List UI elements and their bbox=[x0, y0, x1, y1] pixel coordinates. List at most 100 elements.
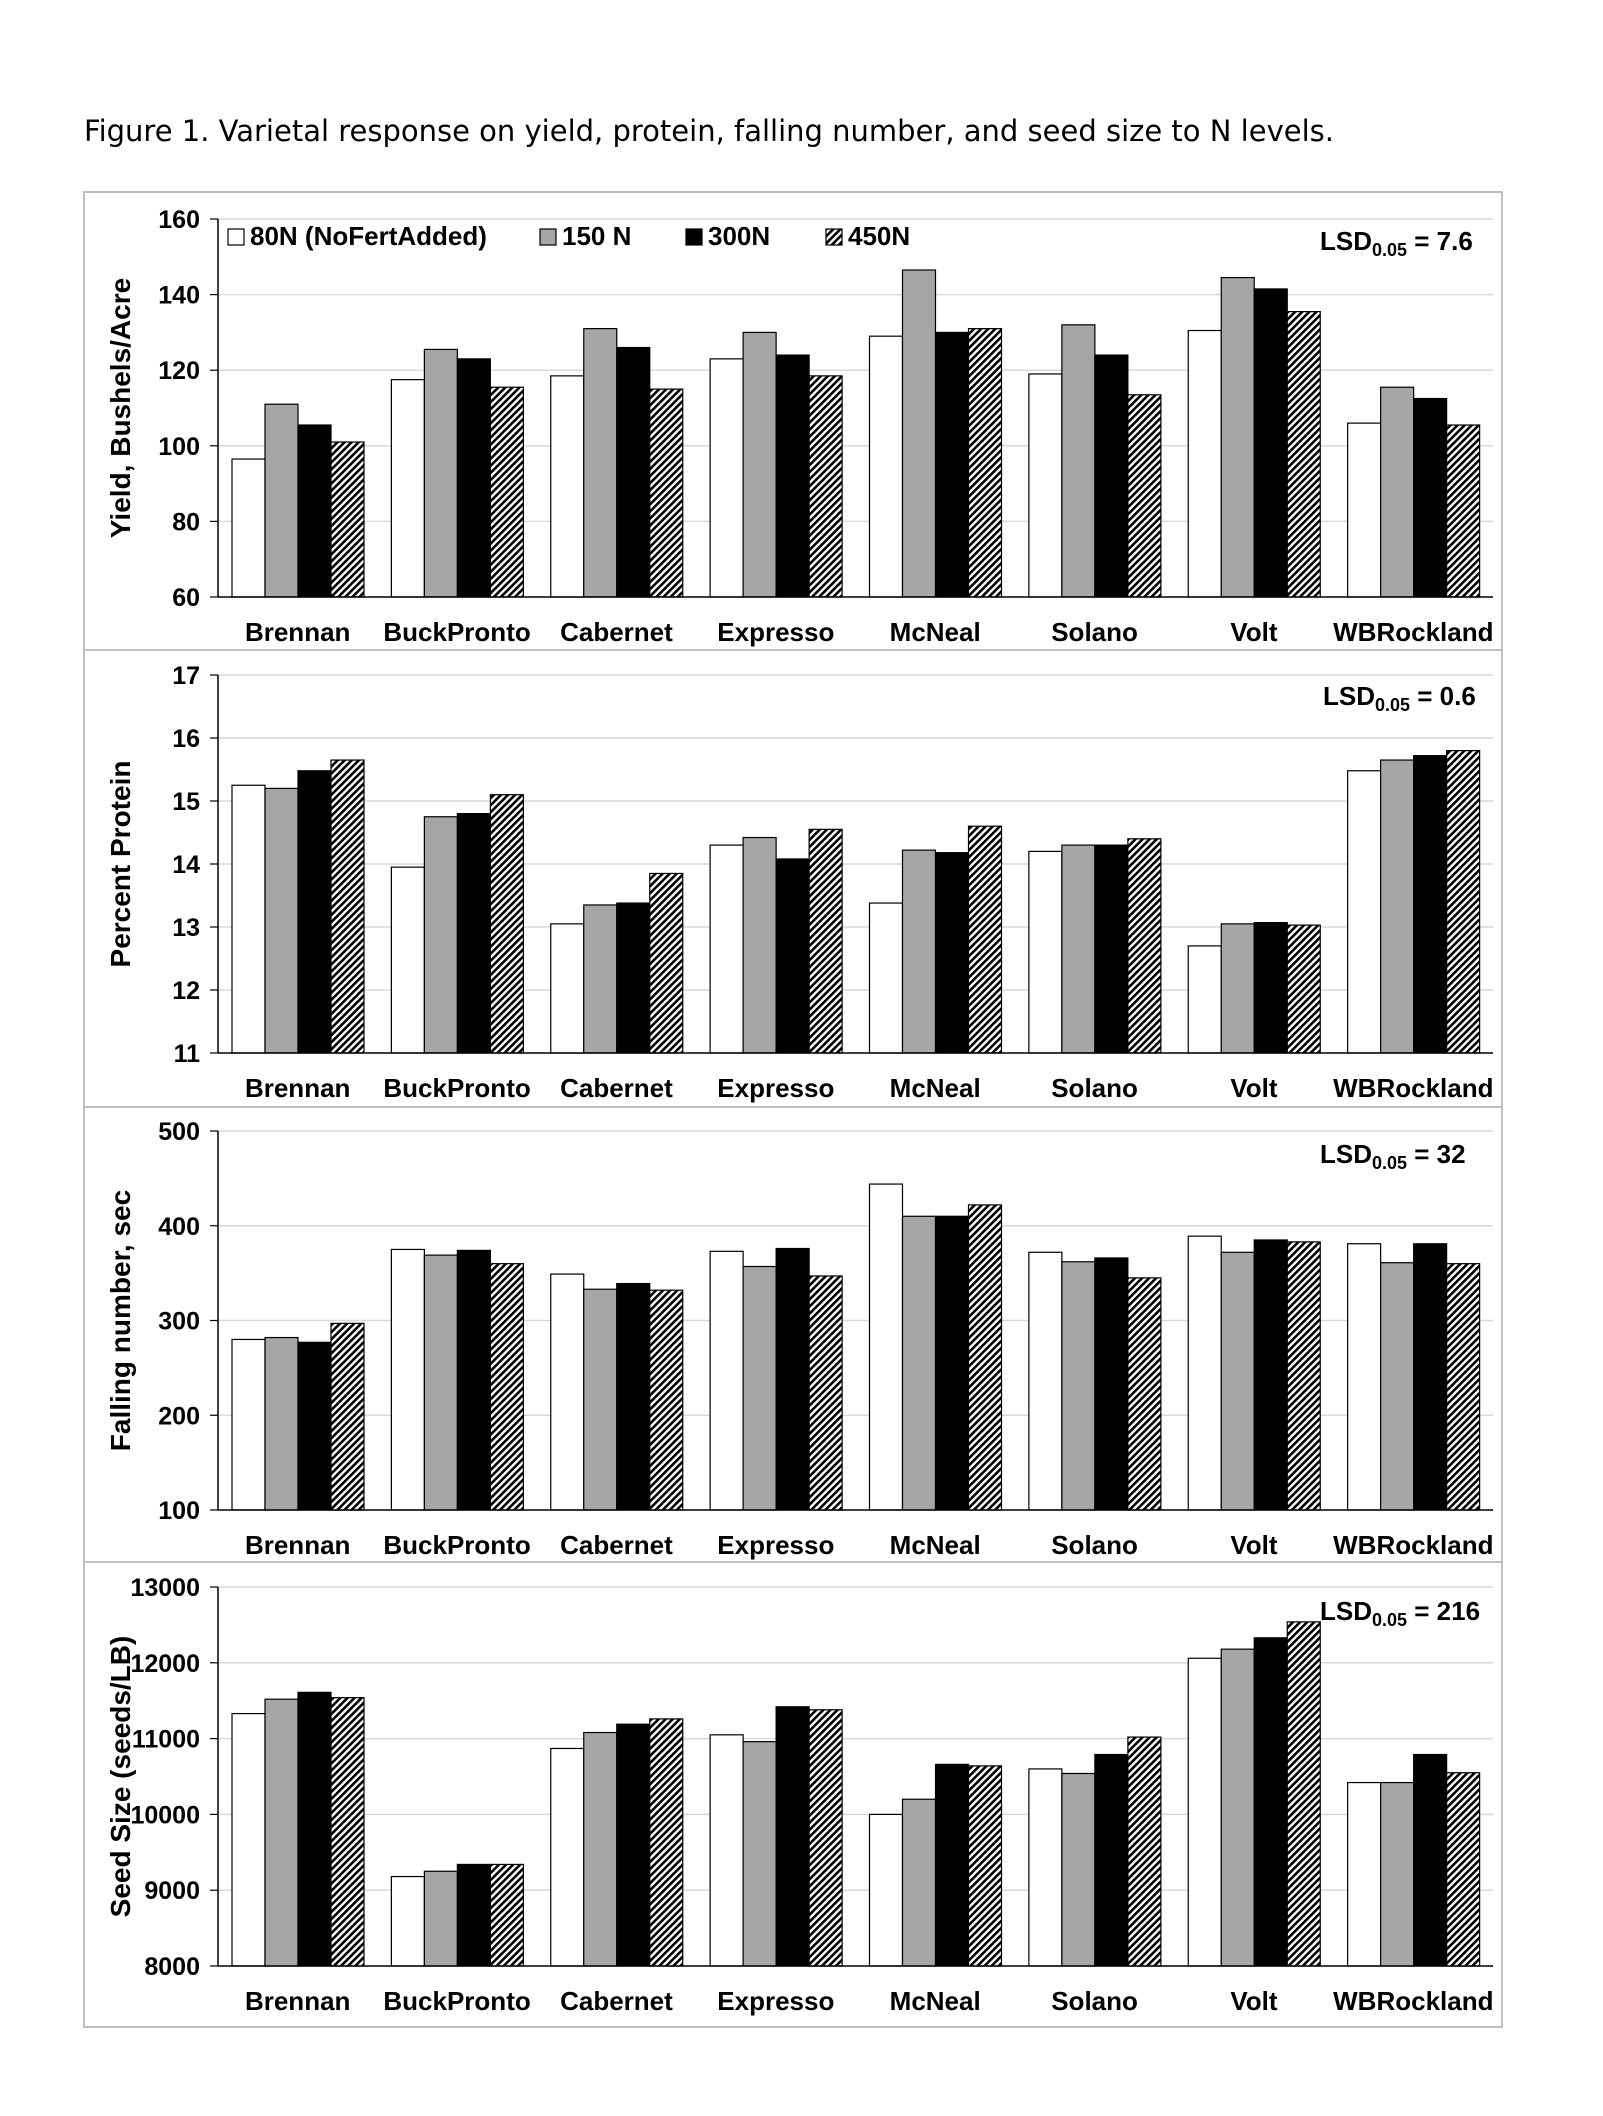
bar-McNeal-1 bbox=[868, 335, 904, 598]
bar-McNeal-4 bbox=[967, 825, 1003, 1054]
x-tick-label: McNeal bbox=[890, 1986, 981, 2016]
y-axis-title: Falling number, sec bbox=[105, 1190, 136, 1451]
y-tick-label: 12000 bbox=[130, 1650, 200, 1678]
bar-WBRockland-4 bbox=[1446, 1263, 1481, 1511]
bar-Solano-4 bbox=[1127, 838, 1162, 1054]
bar-WBRockland-3 bbox=[1413, 755, 1448, 1054]
x-tick-label: Volt bbox=[1230, 1986, 1278, 2016]
y-tick-label: 140 bbox=[158, 282, 200, 310]
bar-Expresso-2 bbox=[742, 1741, 777, 1967]
y-tick-label: 13 bbox=[172, 914, 200, 942]
x-tick-label: McNeal bbox=[890, 617, 981, 647]
y-tick-label: 300 bbox=[158, 1308, 200, 1336]
bar-McNeal-2 bbox=[901, 269, 937, 598]
bar-Brennan-4 bbox=[330, 1697, 365, 1967]
bar-Volt-3 bbox=[1253, 288, 1288, 598]
bar-Volt-1 bbox=[1187, 329, 1222, 598]
bar-Volt-4 bbox=[1286, 1621, 1321, 1967]
bar-McNeal-3 bbox=[934, 331, 970, 598]
bar-Brennan-2 bbox=[264, 787, 299, 1054]
y-tick-label: 15 bbox=[172, 788, 200, 816]
y-tick-label: 100 bbox=[158, 433, 200, 461]
chart-panel-1: 60 80 100 120 140 160 Brennan BuckPronto Caberne… bbox=[84, 206, 1502, 651]
bar-WBRockland-2 bbox=[1380, 759, 1415, 1054]
legend-label: 300N bbox=[708, 221, 770, 251]
bar-Brennan-4 bbox=[330, 759, 365, 1054]
lsd-annotation: LSD0.05 = 32 bbox=[1320, 1139, 1466, 1173]
bar-Solano-2 bbox=[1061, 1772, 1096, 1967]
chart-panel-4: 8000 9000 10000 11000 12000 13000 Brennan BuckP… bbox=[105, 1574, 1493, 2016]
bar-BuckPronto-4 bbox=[489, 1863, 524, 1967]
bar-Cabernet-2 bbox=[583, 328, 618, 598]
bar-McNeal-3 bbox=[934, 1763, 970, 1967]
bar-Volt-2 bbox=[1220, 1251, 1255, 1511]
bar-Solano-3 bbox=[1094, 354, 1129, 598]
bar-Brennan-1 bbox=[231, 1338, 266, 1511]
lsd-annotation: LSD0.05 = 7.6 bbox=[1320, 226, 1473, 260]
bar-Cabernet-1 bbox=[550, 1747, 585, 1967]
x-tick-label: Cabernet bbox=[560, 617, 673, 647]
y-tick-label: 120 bbox=[158, 357, 200, 385]
bar-Brennan-3 bbox=[297, 770, 332, 1054]
legend-label: 150 N bbox=[562, 221, 631, 251]
bar-Volt-2 bbox=[1220, 1648, 1255, 1967]
y-tick-label: 400 bbox=[158, 1213, 200, 1241]
bar-McNeal-2 bbox=[901, 1798, 937, 1967]
bar-Expresso-4 bbox=[808, 1275, 843, 1511]
bar-Volt-1 bbox=[1187, 945, 1222, 1054]
x-tick-label: Cabernet bbox=[560, 1530, 673, 1560]
chart-panel-3: 100 200 300 400 500 Brennan BuckPronto Cabernet… bbox=[84, 1118, 1502, 1563]
bar-Brennan-2 bbox=[264, 1336, 299, 1511]
legend-swatch bbox=[539, 228, 557, 246]
y-tick-label: 11000 bbox=[132, 1726, 200, 1754]
bar-Volt-3 bbox=[1253, 1239, 1288, 1511]
y-axis-title: Seed Size (seeds/LB) bbox=[105, 1636, 136, 1918]
bar-Cabernet-3 bbox=[616, 1282, 651, 1511]
x-tick-label: Brennan bbox=[245, 1986, 350, 2016]
y-tick-label: 9000 bbox=[144, 1877, 200, 1905]
lsd-annotation: LSD0.05 = 216 bbox=[1320, 1596, 1480, 1630]
x-tick-label: Volt bbox=[1230, 1073, 1278, 1103]
bar-Cabernet-2 bbox=[583, 904, 618, 1054]
bar-WBRockland-1 bbox=[1347, 1781, 1382, 1967]
bar-WBRockland-2 bbox=[1380, 1781, 1415, 1967]
y-tick-label: 60 bbox=[172, 584, 200, 612]
bar-McNeal-4 bbox=[967, 1765, 1003, 1967]
bar-BuckPronto-1 bbox=[390, 1875, 425, 1967]
bar-WBRockland-3 bbox=[1413, 1243, 1448, 1511]
x-tick-label: Brennan bbox=[245, 1073, 350, 1103]
x-tick-label: Volt bbox=[1230, 617, 1278, 647]
legend-swatch bbox=[227, 228, 245, 246]
bar-BuckPronto-2 bbox=[423, 348, 458, 598]
y-tick-label: 200 bbox=[158, 1402, 200, 1430]
x-tick-label: Expresso bbox=[717, 617, 834, 647]
y-tick-label: 500 bbox=[158, 1118, 200, 1146]
bar-Cabernet-1 bbox=[550, 375, 585, 598]
bar-WBRockland-2 bbox=[1380, 1262, 1415, 1511]
bar-Solano-2 bbox=[1061, 324, 1096, 598]
bar-WBRockland-3 bbox=[1413, 1753, 1448, 1967]
bar-Expresso-3 bbox=[775, 354, 810, 598]
y-tick-label: 16 bbox=[172, 725, 200, 753]
bar-Cabernet-4 bbox=[649, 1289, 684, 1511]
x-tick-label: BuckPronto bbox=[383, 1530, 530, 1560]
x-tick-label: BuckPronto bbox=[383, 617, 530, 647]
bar-BuckPronto-4 bbox=[489, 1263, 524, 1511]
bar-Solano-2 bbox=[1061, 844, 1096, 1054]
bar-Volt-2 bbox=[1220, 923, 1255, 1054]
bar-Expresso-1 bbox=[709, 358, 744, 598]
bar-WBRockland-2 bbox=[1380, 386, 1415, 598]
bar-WBRockland-4 bbox=[1446, 424, 1481, 598]
bar-Cabernet-4 bbox=[649, 388, 684, 598]
x-tick-label: WBRockland bbox=[1333, 1986, 1493, 2016]
bar-Solano-1 bbox=[1028, 1251, 1063, 1511]
bar-Brennan-1 bbox=[231, 458, 266, 598]
bar-Expresso-1 bbox=[709, 844, 744, 1054]
x-tick-label: Expresso bbox=[717, 1073, 834, 1103]
bar-BuckPronto-3 bbox=[456, 358, 491, 598]
bar-Cabernet-4 bbox=[649, 1718, 684, 1967]
bar-BuckPronto-3 bbox=[456, 812, 491, 1054]
bar-McNeal-2 bbox=[901, 1215, 937, 1511]
y-tick-label: 13000 bbox=[130, 1574, 200, 1602]
